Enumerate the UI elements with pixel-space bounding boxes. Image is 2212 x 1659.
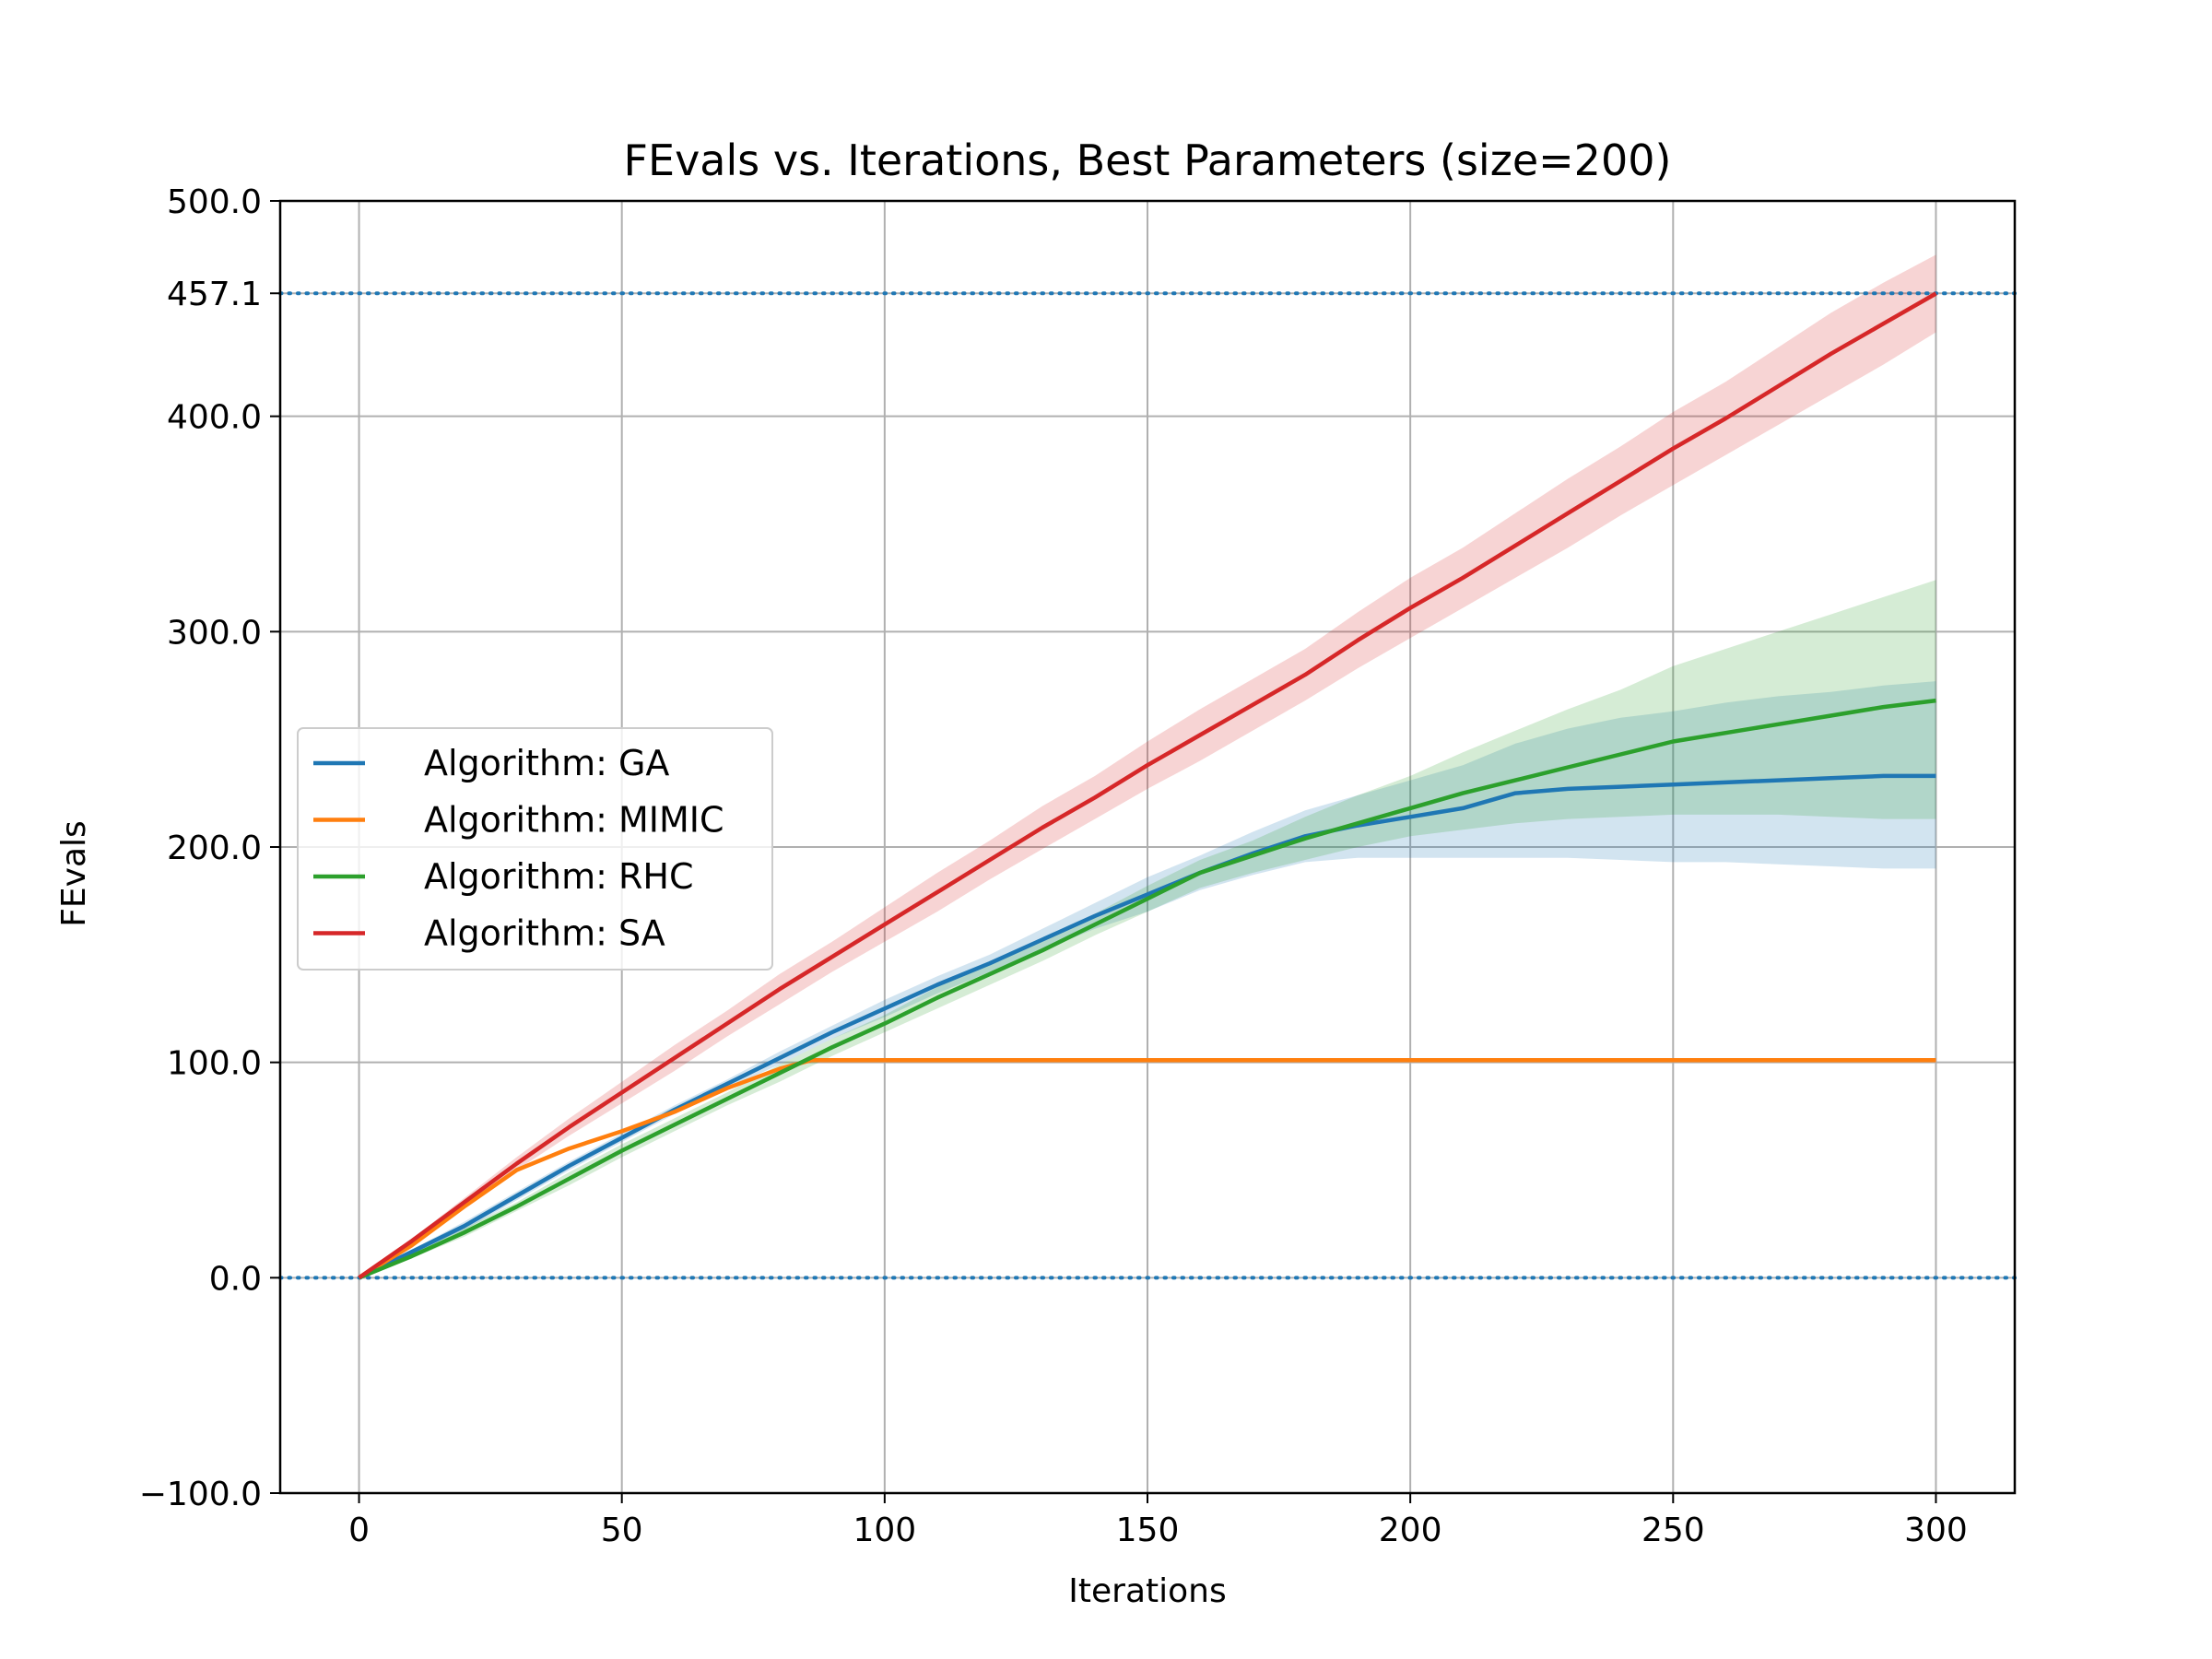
chart-title: FEvals vs. Iterations, Best Parameters (… bbox=[624, 135, 1672, 185]
y-tick-label: −100.0 bbox=[139, 1476, 262, 1513]
y-tick-label: 400.0 bbox=[167, 399, 262, 437]
x-tick-label: 0 bbox=[348, 1512, 370, 1549]
y-tick-label: 0.0 bbox=[209, 1260, 262, 1298]
legend-label: Algorithm: SA bbox=[424, 913, 665, 954]
series-line bbox=[358, 698, 1936, 1280]
legend-label: Algorithm: MIMIC bbox=[424, 800, 724, 841]
y-tick-label: 500.0 bbox=[167, 183, 262, 221]
y-tick-label: 200.0 bbox=[167, 830, 262, 867]
y-axis-label: FEvals bbox=[55, 820, 93, 927]
legend-label: Algorithm: GA bbox=[424, 743, 669, 783]
legend: Algorithm: GA Algorithm: MIMIC Algorithm: … bbox=[297, 727, 773, 971]
series-line bbox=[358, 1058, 1936, 1280]
reference-lines bbox=[278, 291, 2017, 1280]
series-lines bbox=[358, 291, 1937, 1280]
x-tick-label: 150 bbox=[1116, 1512, 1180, 1549]
x-tick-label: 200 bbox=[1379, 1512, 1442, 1549]
x-tick-label: 50 bbox=[601, 1512, 643, 1549]
x-tick-label: 250 bbox=[1641, 1512, 1705, 1549]
x-tick-label: 300 bbox=[1904, 1512, 1968, 1549]
series-line bbox=[358, 773, 1936, 1280]
confidence-band bbox=[359, 681, 1936, 1278]
y-tick-label: 300.0 bbox=[167, 614, 262, 652]
y-tick-label: 100.0 bbox=[167, 1045, 262, 1083]
series-line bbox=[358, 291, 1937, 1280]
legend-box bbox=[297, 727, 773, 971]
legend-label: Algorithm: RHC bbox=[424, 856, 694, 897]
axis-ticks: 0 50 100 150 200 250 300 −100.0 0.0 100.0 200.0 300… bbox=[139, 183, 1968, 1549]
x-axis-label: Iterations bbox=[1068, 1572, 1226, 1610]
x-tick-label: 100 bbox=[853, 1512, 916, 1549]
y-tick-label: 457.1 bbox=[167, 276, 262, 313]
confidence-band bbox=[359, 580, 1936, 1278]
